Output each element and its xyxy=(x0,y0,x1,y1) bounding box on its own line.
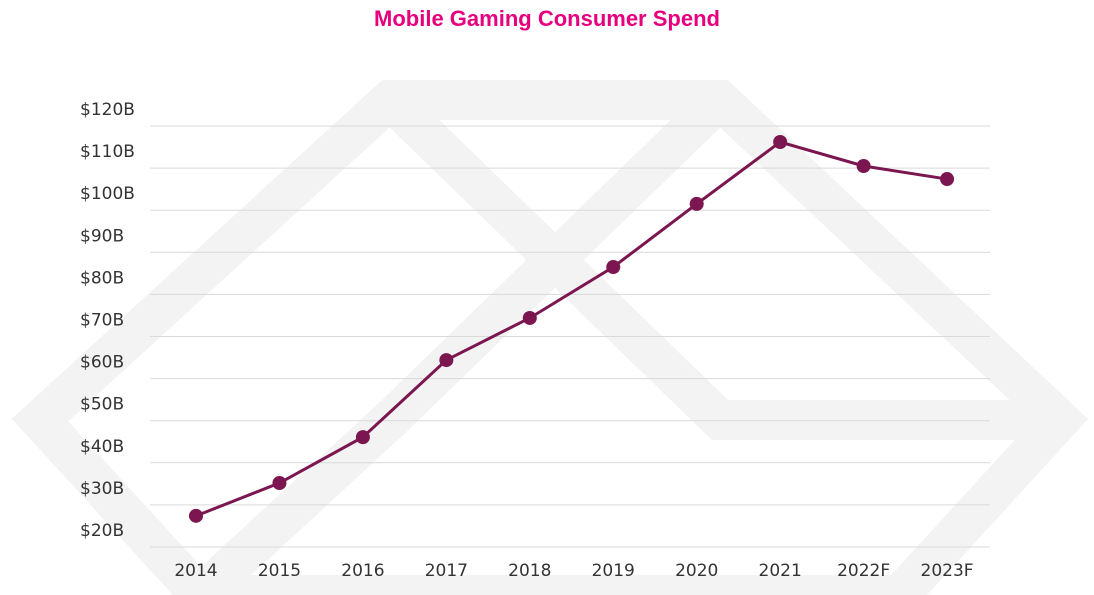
data-point xyxy=(189,508,203,523)
data-point xyxy=(856,158,871,173)
y-tick-label: $70B xyxy=(80,311,124,331)
y-tick-label: $50B xyxy=(80,395,124,415)
data-point xyxy=(522,310,537,325)
y-tick-label: $30B xyxy=(80,479,124,499)
x-tick-label: 2018 xyxy=(508,561,551,581)
watermark-line xyxy=(376,85,1060,440)
x-tick-label: 2014 xyxy=(174,561,217,581)
x-tick-label: 2015 xyxy=(258,561,301,581)
data-point xyxy=(355,430,370,445)
data-point xyxy=(940,172,955,187)
data-point xyxy=(773,134,788,149)
watermark-line xyxy=(186,85,734,595)
y-tick-label: $120B xyxy=(80,100,135,120)
watermark xyxy=(11,80,1089,595)
y-tick-label: $100B xyxy=(80,184,135,204)
x-tick-label: 2017 xyxy=(425,561,468,581)
y-tick-label: $20B xyxy=(80,521,124,541)
x-tick-label: 2022F xyxy=(837,561,890,581)
series-line xyxy=(195,140,948,518)
data-point xyxy=(689,196,704,211)
x-tick-label: 2023F xyxy=(921,561,974,581)
data-point xyxy=(606,260,621,275)
x-tick-label: 2020 xyxy=(675,561,718,581)
x-tick-label: 2021 xyxy=(759,561,802,581)
y-tick-label: $110B xyxy=(80,142,135,162)
data-point xyxy=(272,476,287,491)
y-tick-label: $80B xyxy=(80,268,124,288)
y-tick-label: $90B xyxy=(80,226,124,246)
y-tick-label: $60B xyxy=(80,353,124,373)
y-tick-label: $40B xyxy=(80,437,124,457)
x-tick-label: 2016 xyxy=(341,561,384,581)
data-point xyxy=(439,353,454,368)
x-tick-label: 2019 xyxy=(592,561,635,581)
chart-title: Mobile Gaming Consumer Spend xyxy=(374,6,720,31)
